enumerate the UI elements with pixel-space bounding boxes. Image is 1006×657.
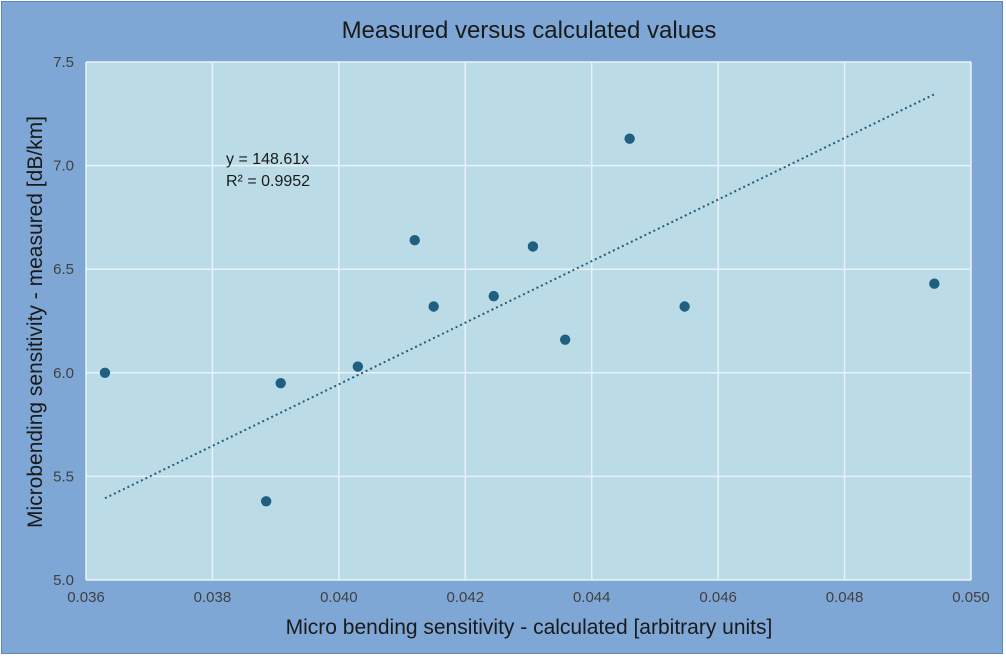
chart-title: Measured versus calculated values bbox=[342, 17, 717, 44]
data-point bbox=[929, 278, 940, 289]
plot-area bbox=[86, 62, 971, 580]
x-axis-title: Micro bending sensitivity - calculated [… bbox=[286, 616, 773, 639]
trendline bbox=[104, 93, 935, 500]
gridlines bbox=[85, 61, 972, 581]
x-tick-label: 0.048 bbox=[826, 589, 864, 606]
x-tick-label: 0.050 bbox=[952, 589, 990, 606]
data-point bbox=[679, 301, 690, 312]
trendline-r-squared: R² = 0.9952 bbox=[226, 173, 310, 190]
x-tick-label: 0.038 bbox=[194, 589, 232, 606]
data-point bbox=[559, 334, 571, 345]
data-point bbox=[275, 377, 286, 389]
data-point bbox=[409, 234, 420, 246]
data-point bbox=[488, 290, 499, 302]
x-tick-label: 0.046 bbox=[699, 589, 737, 606]
data-point bbox=[260, 496, 272, 507]
data-point bbox=[99, 367, 111, 378]
y-tick-label: 5.5 bbox=[53, 468, 74, 485]
y-tick-label: 7.0 bbox=[53, 158, 74, 175]
y-axis-title: Microbending sensitivity - measured [dB/… bbox=[24, 116, 47, 528]
x-tick-label: 0.040 bbox=[320, 589, 358, 606]
data-point bbox=[428, 301, 439, 312]
data-point bbox=[624, 133, 635, 144]
y-tick-label: 6.5 bbox=[53, 261, 74, 278]
x-tick-label: 0.036 bbox=[67, 589, 105, 606]
trendline-layer bbox=[104, 93, 935, 500]
x-tick-label: 0.044 bbox=[573, 589, 611, 606]
data-point bbox=[352, 361, 364, 372]
data-points bbox=[99, 133, 940, 507]
x-tick-label: 0.042 bbox=[447, 589, 485, 606]
y-tick-label: 6.0 bbox=[53, 365, 74, 382]
y-tick-label: 7.5 bbox=[53, 54, 74, 71]
y-tick-label: 5.0 bbox=[53, 572, 74, 589]
trendline-equation: y = 148.61x bbox=[226, 151, 309, 168]
axis-tick-labels: 0.036 0.038 0.040 0.042 0.044 0.046 0.048 0.050… bbox=[53, 54, 990, 606]
data-point bbox=[527, 241, 539, 252]
